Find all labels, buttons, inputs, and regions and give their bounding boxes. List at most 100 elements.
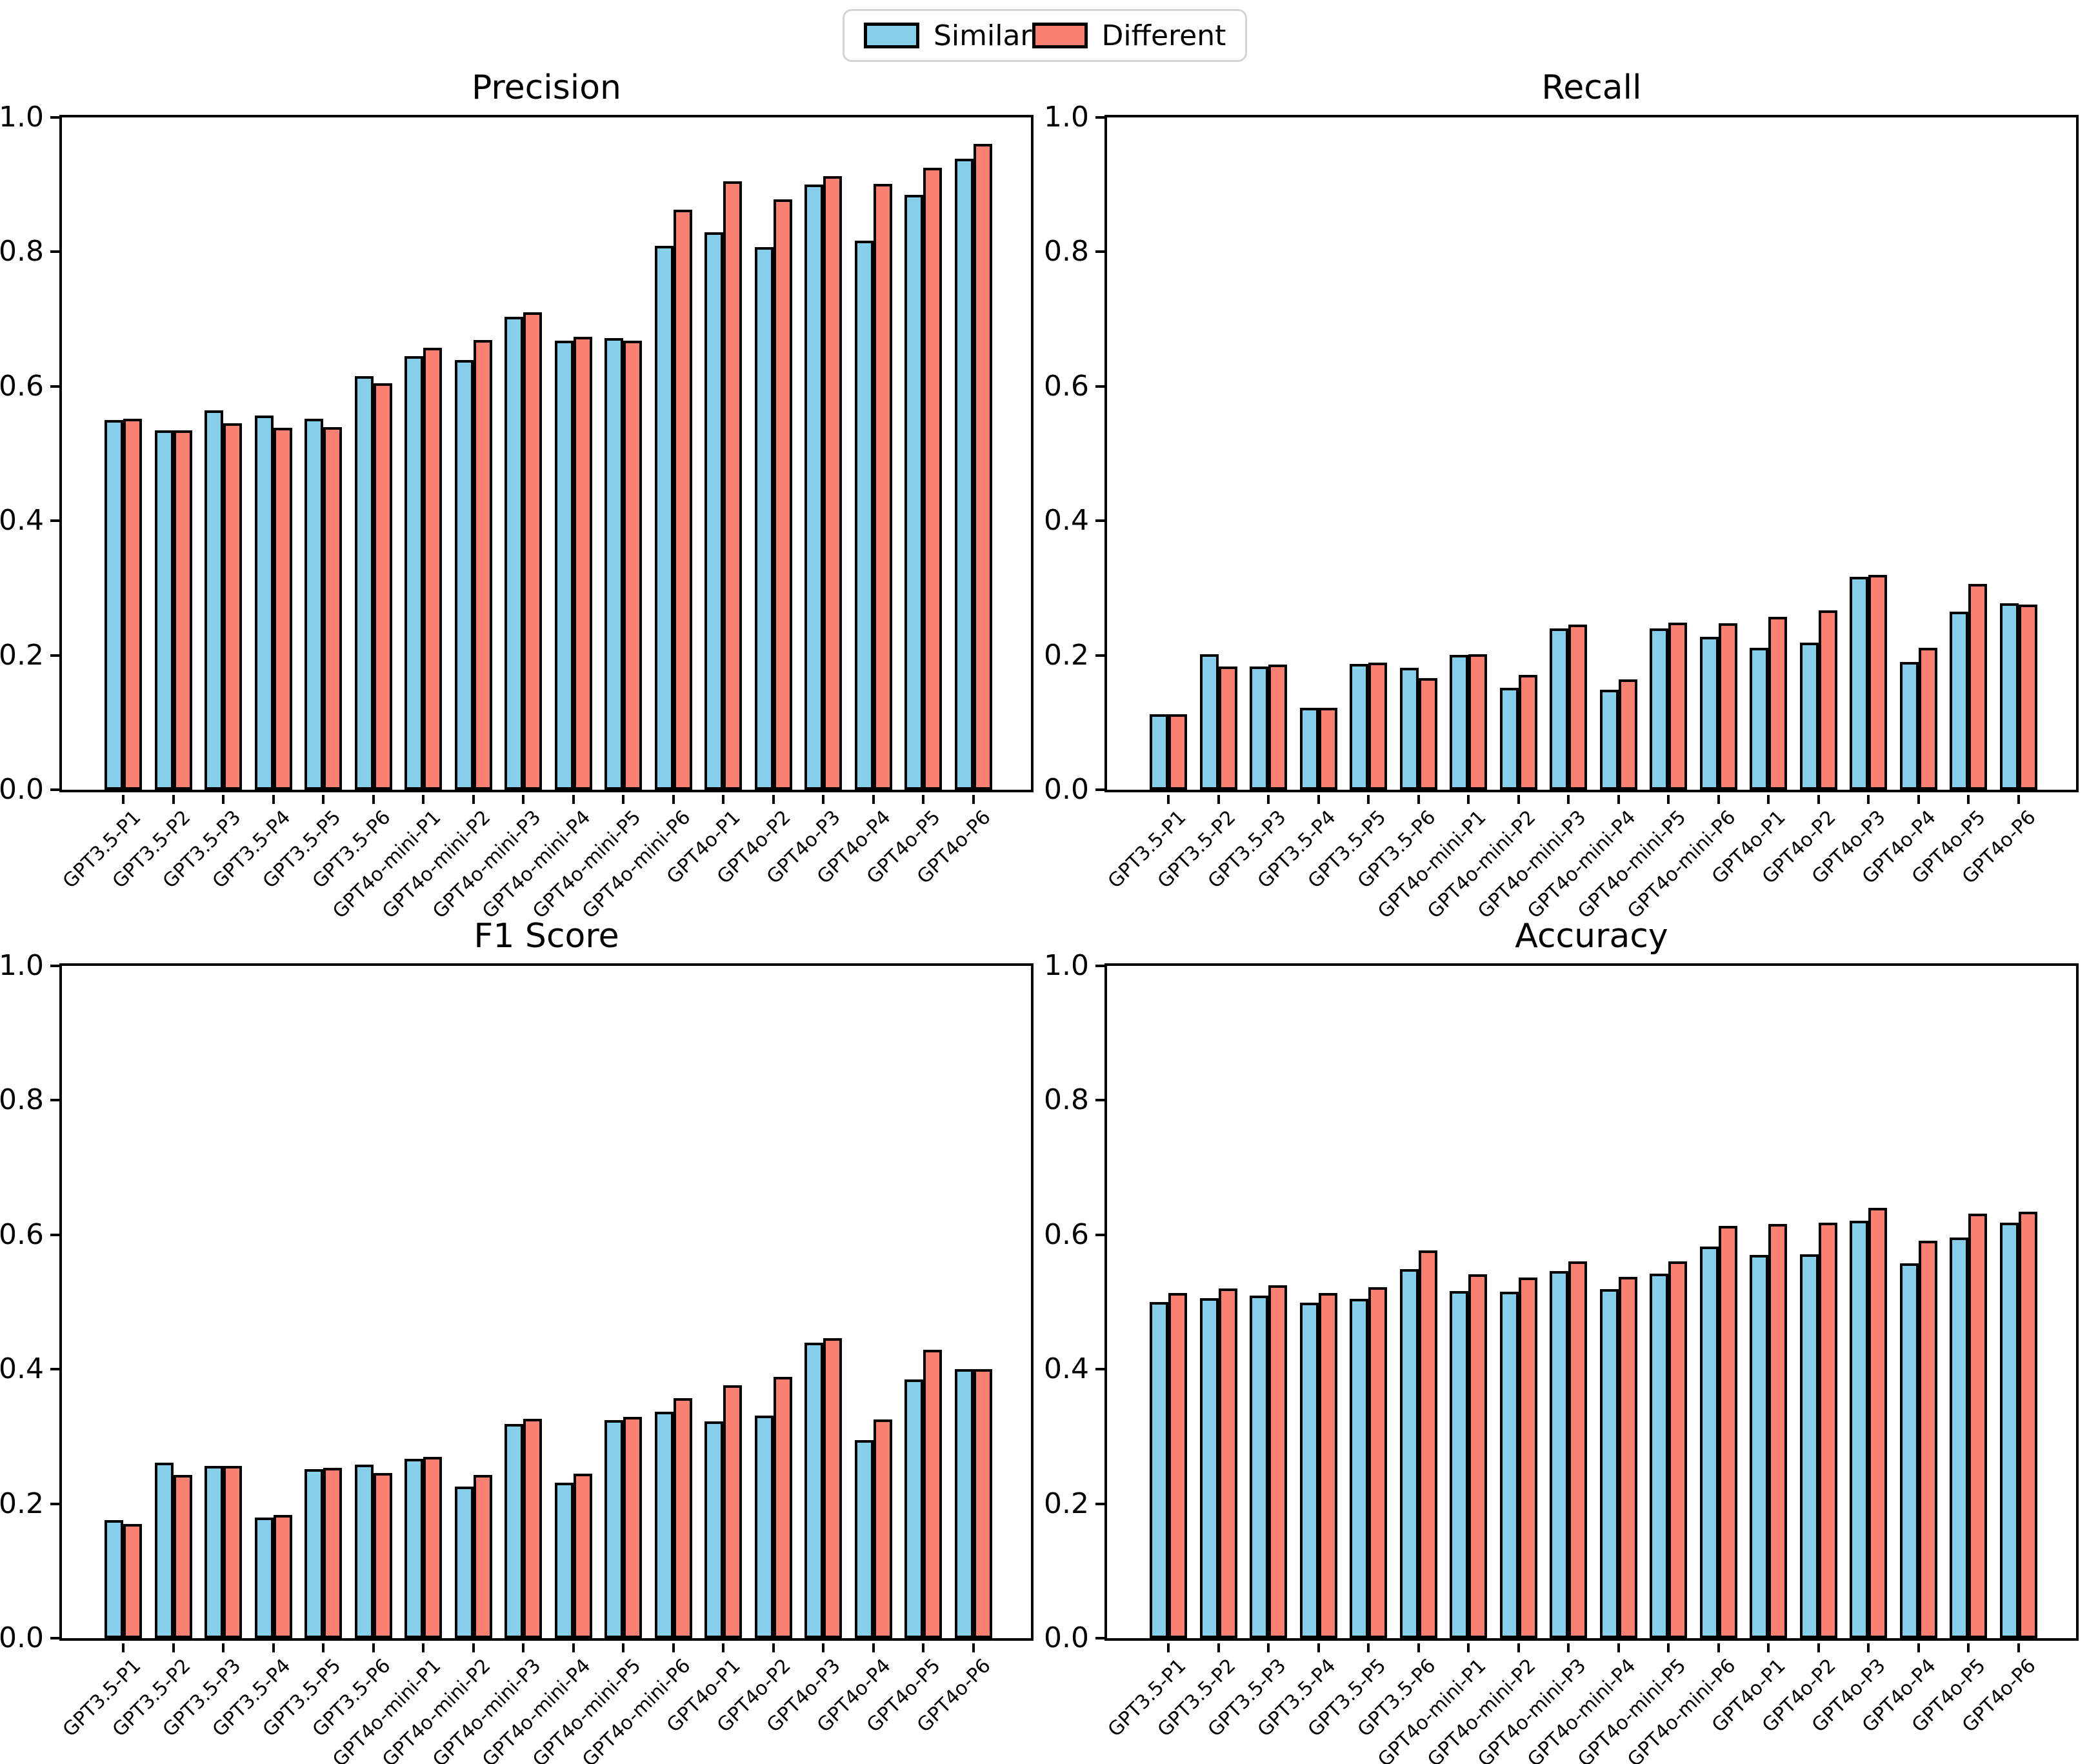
x-tick — [1867, 1643, 1870, 1652]
y-tick-label: 1.0 — [1044, 101, 1089, 134]
legend-swatch-different — [1032, 23, 1088, 48]
bar-different-gpt4o-mini-p6 — [673, 1398, 692, 1638]
bar-different-gpt3.5-p2 — [1218, 667, 1237, 790]
y-tick-label: 0.0 — [0, 773, 44, 806]
bar-different-gpt4o-p4 — [873, 184, 892, 790]
x-tick — [972, 1643, 975, 1652]
bar-similar-gpt3.5-p1 — [105, 1520, 123, 1638]
x-tick — [772, 1643, 775, 1652]
bar-different-gpt4o-mini-p6 — [1718, 1226, 1737, 1638]
bar-similar-gpt4o-mini-p3 — [1550, 628, 1568, 790]
bar-different-gpt4o-mini-p1 — [1468, 654, 1487, 790]
bar-different-gpt4o-mini-p5 — [1668, 1261, 1687, 1638]
bar-different-gpt4o-p1 — [1768, 617, 1787, 790]
x-tick — [922, 1643, 924, 1652]
x-tick — [772, 795, 775, 804]
bar-different-gpt3.5-p4 — [273, 1515, 292, 1638]
bar-similar-gpt3.5-p4 — [1299, 708, 1319, 790]
x-tick — [1667, 795, 1670, 804]
bar-similar-gpt3.5-p2 — [1199, 1298, 1219, 1638]
x-tick — [1617, 1643, 1620, 1652]
x-tick — [2017, 1643, 2020, 1652]
y-tick-label: 0.6 — [1044, 369, 1089, 403]
bar-different-gpt3.5-p2 — [1218, 1288, 1237, 1638]
bar-different-gpt4o-mini-p3 — [1568, 625, 1587, 790]
bar-different-gpt3.5-p4 — [1318, 708, 1337, 790]
bar-different-gpt3.5-p4 — [1318, 1293, 1337, 1638]
bar-different-gpt3.5-p6 — [373, 383, 392, 790]
x-tick — [1317, 795, 1320, 804]
x-tick — [372, 795, 375, 804]
y-tick-label: 0.8 — [0, 1083, 44, 1117]
bar-different-gpt4o-p4 — [1918, 1241, 1937, 1638]
bar-similar-gpt4o-p5 — [904, 1379, 923, 1638]
bar-similar-gpt4o-p4 — [854, 1440, 874, 1638]
bar-different-gpt3.5-p6 — [1418, 1250, 1437, 1638]
x-tick — [572, 795, 575, 804]
bar-different-gpt3.5-p5 — [1368, 663, 1387, 790]
bar-different-gpt4o-mini-p1 — [423, 348, 442, 790]
bar-similar-gpt4o-p2 — [754, 247, 774, 790]
y-tick-label: 1.0 — [0, 101, 44, 134]
bar-similar-gpt4o-mini-p1 — [405, 356, 423, 790]
bar-different-gpt4o-p2 — [1818, 610, 1837, 790]
y-tick — [1095, 1502, 1104, 1505]
bar-different-gpt3.5-p6 — [1418, 678, 1437, 790]
x-tick — [722, 795, 724, 804]
x-tick — [1217, 1643, 1220, 1652]
x-tick — [1417, 795, 1420, 804]
bar-similar-gpt4o-mini-p2 — [454, 360, 474, 790]
bar-different-gpt4o-mini-p2 — [473, 340, 492, 790]
x-tick — [1367, 795, 1370, 804]
x-tick — [1917, 1643, 1920, 1652]
bar-similar-gpt3.5-p6 — [1399, 668, 1419, 790]
x-tick — [1467, 795, 1470, 804]
bar-similar-gpt4o-mini-p6 — [1699, 1247, 1719, 1638]
bar-different-gpt4o-p3 — [823, 176, 842, 790]
y-tick — [1095, 519, 1104, 523]
x-tick — [1867, 795, 1870, 804]
bar-different-gpt4o-mini-p1 — [1468, 1274, 1487, 1638]
x-tick — [1267, 1643, 1270, 1652]
x-tick — [222, 795, 225, 804]
bar-different-gpt4o-p6 — [2018, 1212, 2037, 1638]
bar-similar-gpt4o-p4 — [1899, 662, 1919, 790]
y-tick-label: 1.0 — [0, 949, 44, 982]
x-tick — [272, 795, 275, 804]
bar-similar-gpt4o-mini-p4 — [1599, 1289, 1619, 1638]
x-tick — [1367, 1643, 1370, 1652]
x-tick — [822, 1643, 824, 1652]
y-tick-label: 1.0 — [1044, 949, 1089, 982]
y-tick — [1095, 1637, 1104, 1639]
bar-similar-gpt4o-mini-p2 — [454, 1487, 474, 1638]
bar-different-gpt3.5-p3 — [1268, 1285, 1287, 1638]
x-tick — [622, 1643, 624, 1652]
bar-different-gpt4o-mini-p5 — [1668, 623, 1687, 790]
y-tick — [50, 1502, 59, 1505]
bar-similar-gpt3.5-p4 — [254, 1518, 274, 1638]
bar-similar-gpt4o-p4 — [854, 241, 874, 790]
bar-different-gpt4o-p6 — [973, 1369, 992, 1638]
bar-different-gpt4o-mini-p2 — [1518, 1278, 1537, 1638]
bar-different-gpt3.5-p1 — [123, 419, 142, 790]
bar-different-gpt3.5-p5 — [323, 427, 342, 790]
x-tick — [722, 1643, 724, 1652]
x-tick — [1717, 1643, 1720, 1652]
precision-title: Precision — [471, 68, 622, 107]
bar-similar-gpt4o-mini-p4 — [554, 1483, 574, 1638]
y-tick-label: 0.2 — [1044, 1487, 1089, 1520]
y-tick-label: 0.8 — [1044, 1083, 1089, 1117]
y-tick — [50, 385, 59, 388]
x-tick — [922, 795, 924, 804]
bar-similar-gpt3.5-p2 — [154, 1463, 174, 1638]
y-tick — [1095, 965, 1104, 967]
bar-different-gpt4o-p3 — [823, 1338, 842, 1638]
y-tick — [50, 519, 59, 523]
bar-similar-gpt4o-p2 — [754, 1416, 774, 1638]
x-tick — [522, 1643, 524, 1652]
bar-different-gpt4o-p1 — [723, 1385, 742, 1638]
bar-similar-gpt3.5-p3 — [1250, 1296, 1268, 1638]
y-tick — [1095, 788, 1104, 791]
bar-different-gpt4o-p2 — [1818, 1223, 1837, 1638]
bar-similar-gpt4o-mini-p5 — [604, 338, 623, 790]
